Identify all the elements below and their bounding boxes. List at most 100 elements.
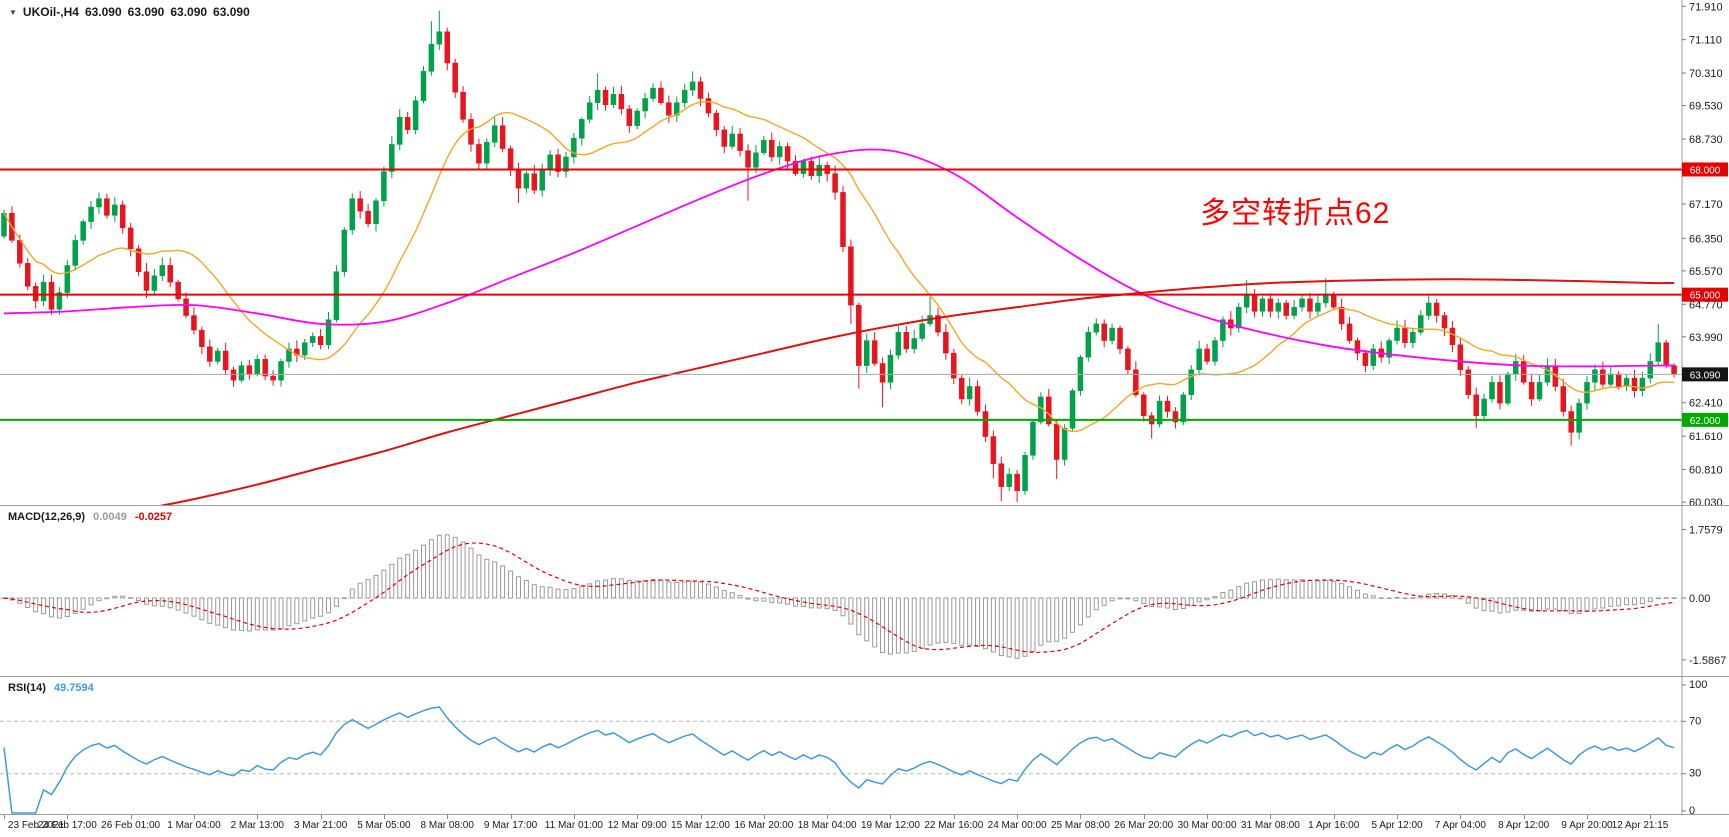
symbol-collapse-icon[interactable]: ▼ [9, 7, 17, 17]
rsi-value: 49.7594 [53, 682, 94, 694]
time-axis-label: 7 Apr 04:00 [1434, 820, 1486, 831]
time-axis-tick [510, 815, 512, 819]
time-axis-tick [827, 815, 829, 819]
time-axis-label: 18 Mar 04:00 [797, 820, 857, 831]
rsi-scale-label: 70 [1689, 715, 1701, 727]
time-axis-tick [1397, 815, 1399, 819]
time-axis-label: 24 Feb 17:00 [37, 820, 97, 831]
time-axis-tick [1270, 815, 1272, 819]
panel-separator-macd-rsi[interactable] [0, 676, 1729, 677]
rsi-scale-label: 100 [1689, 679, 1707, 691]
price-line-label: 62.000 [1690, 416, 1721, 427]
time-axis-tick [4, 815, 5, 819]
ohlc-open: 63.090 [84, 5, 122, 19]
price-tick-label: 64.770 [1689, 299, 1723, 311]
price-tick-label: 70.310 [1689, 68, 1723, 80]
time-axis-tick [130, 815, 132, 819]
horizontal-level-lines [0, 168, 1682, 421]
time-axis-label: 26 Feb 01:00 [101, 820, 161, 831]
time-axis-tick [763, 815, 765, 819]
time-axis-label: 26 Mar 20:00 [1114, 820, 1174, 831]
price-line-label: 65.000 [1690, 291, 1721, 302]
time-axis-tick [890, 815, 892, 819]
candles-layer [1, 10, 1677, 503]
ohlc-low: 63.090 [170, 5, 208, 19]
main-chart-svg[interactable]: 71.910 71.110 70.310 69.530 68.730 67.170 66.3… [0, 0, 1729, 538]
price-tick-label: 71.910 [1689, 1, 1723, 13]
panel-separator-main-macd[interactable] [0, 505, 1729, 506]
rsi-line [3, 706, 1675, 814]
ohlc-high: 63.090 [127, 5, 165, 19]
ma-fast-line [3, 100, 1675, 433]
rsi-scale-label: 0 [1689, 805, 1695, 814]
time-axis-tick [383, 815, 385, 819]
time-axis-label: 19 Mar 12:00 [861, 820, 920, 831]
time-axis-label: 2 Mar 13:00 [230, 820, 284, 831]
macd-scale-label: 0.00 [1689, 593, 1710, 605]
main-chart-panel[interactable]: 71.910 71.110 70.310 69.530 68.730 67.170 66.3… [0, 0, 1729, 538]
time-axis-label: 24 Mar 00:00 [987, 820, 1047, 831]
rsi-axis-labels: 100 70 30 0 [1681, 677, 1707, 817]
time-axis-label: 16 Mar 20:00 [734, 820, 794, 831]
ma-mid-line [3, 148, 1675, 368]
price-tick-label: 68.730 [1689, 134, 1723, 146]
macd-axis-labels: 1.7579 0.00 -1.5867 [1681, 506, 1726, 676]
time-axis-label: 9 Apr 20:00 [1561, 820, 1613, 831]
price-axis-labels: 71.910 71.110 70.310 69.530 68.730 67.170 66.3… [1681, 0, 1728, 509]
time-axis-tick [1650, 815, 1652, 819]
time-axis-label: 1 Apr 16:00 [1308, 820, 1360, 831]
time-axis-label: 12 Apr 21:15 [1611, 820, 1669, 831]
time-axis-tick [953, 815, 955, 819]
price-tick-label: 71.110 [1689, 35, 1722, 47]
panel-separator-rsi-time[interactable] [0, 814, 1729, 815]
rsi-scale-label: 30 [1689, 768, 1701, 780]
time-axis-label: 5 Apr 12:00 [1371, 820, 1423, 831]
price-line-label: 68.000 [1690, 165, 1721, 176]
time-axis-label: 5 Mar 05:00 [357, 820, 411, 831]
macd-scale-label: 1.7579 [1689, 524, 1723, 536]
time-axis-tick [700, 815, 702, 819]
time-axis-tick [573, 815, 575, 819]
price-tick-label: 63.990 [1689, 332, 1723, 344]
time-axis-tick [320, 815, 322, 819]
time-axis[interactable]: 23 Feb 2021 24 Feb 17:00 26 Feb 01:00 1 Mar… [0, 815, 1729, 837]
time-axis-label: 30 Mar 00:00 [1177, 820, 1237, 831]
time-axis-label: 8 Mar 08:00 [420, 820, 474, 831]
rsi-panel[interactable]: 100 70 30 0 [0, 677, 1729, 817]
time-axis-tick [67, 815, 69, 819]
time-axis-label: 8 Apr 12:00 [1498, 820, 1550, 831]
price-line-label: 63.090 [1690, 370, 1721, 381]
time-axis-label: 12 Mar 09:00 [607, 820, 667, 831]
rsi-name: RSI(14) [8, 682, 46, 694]
ohlc-close: 63.090 [213, 5, 250, 19]
price-tick-label: 60.810 [1689, 465, 1723, 477]
price-tick-label: 67.170 [1689, 199, 1723, 211]
macd-panel[interactable]: 1.7579 0.00 -1.5867 [0, 506, 1729, 676]
time-axis-label: 3 Mar 21:00 [293, 820, 348, 831]
price-tick-label: 69.530 [1689, 101, 1723, 113]
ma-slow-line [3, 278, 1675, 538]
time-axis-label: 15 Mar 12:00 [671, 820, 730, 831]
macd-signal-line [3, 542, 1675, 653]
macd-signal-value: -0.0257 [134, 511, 173, 523]
time-axis-label: 31 Mar 08:00 [1240, 820, 1300, 831]
time-axis-tick [1017, 815, 1019, 819]
price-tick-label: 61.610 [1689, 431, 1723, 443]
macd-svg[interactable]: 1.7579 0.00 -1.5867 [0, 506, 1729, 676]
time-axis-tick [1587, 815, 1588, 819]
macd-scale-label: -1.5867 [1689, 655, 1726, 667]
annotation-text: 多空转折点62 [1200, 197, 1391, 230]
time-axis-label: 25 Mar 08:00 [1050, 820, 1110, 831]
rsi-svg[interactable]: 100 70 30 0 [0, 677, 1729, 817]
time-axis-label: 9 Mar 17:00 [483, 820, 538, 831]
macd-main-value: 0.0049 [93, 511, 127, 523]
price-tick-label: 60.030 [1689, 497, 1723, 505]
symbol-period-label: UKOil-,H4 [22, 5, 79, 19]
price-tick-label: 65.570 [1689, 266, 1723, 278]
time-axis-tick [1523, 815, 1525, 819]
macd-indicator-label: MACD(12,26,9) 0.0049 -0.0257 [8, 511, 177, 523]
rsi-level-lines [0, 720, 1682, 775]
time-axis-label: 22 Mar 16:00 [924, 820, 984, 831]
macd-histogram [1, 534, 1677, 659]
